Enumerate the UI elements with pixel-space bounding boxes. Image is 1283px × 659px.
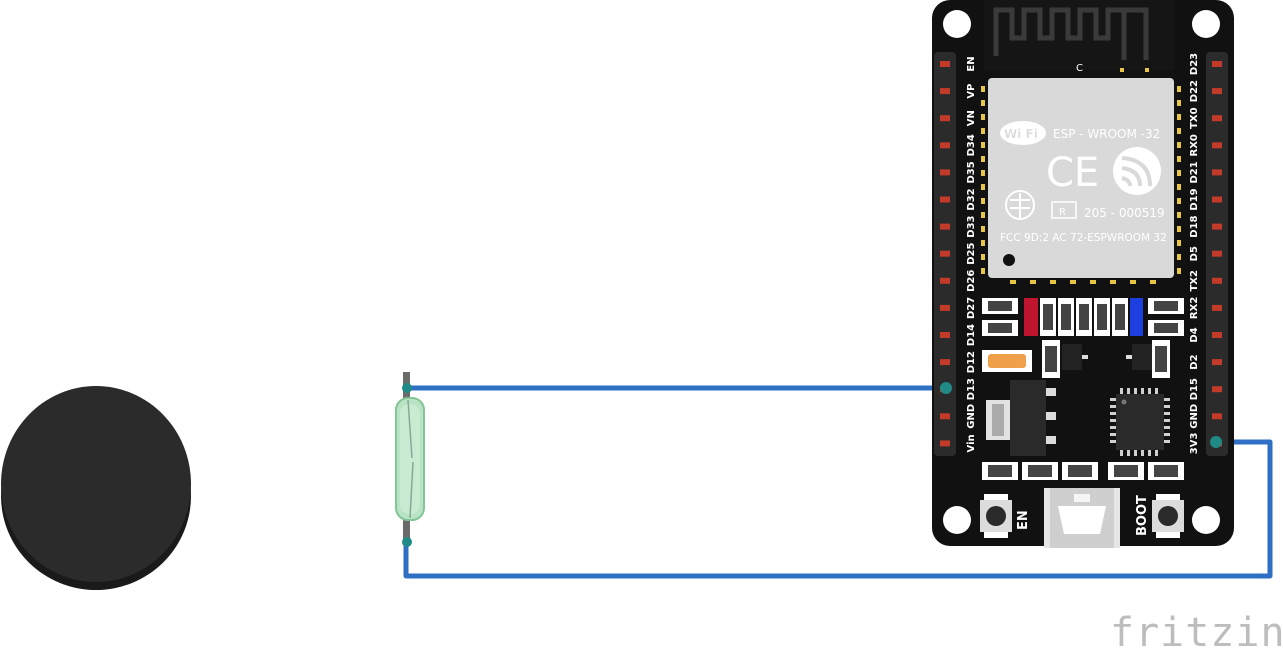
antenna-mark: C (1076, 63, 1083, 74)
fritzing-watermark: fritzing (1110, 610, 1283, 656)
right-pin-d5 (1212, 250, 1222, 257)
left-pin-label: GND (966, 404, 977, 429)
pin1-dot (1003, 254, 1015, 266)
right-pin-d15 (1212, 386, 1222, 393)
right-pin-label: RX2 (1189, 297, 1200, 319)
boot-button-label: BOOT (1135, 495, 1150, 536)
usb-uart-chip (1110, 388, 1170, 456)
cert-logo (1005, 190, 1035, 220)
boot-button[interactable] (1152, 494, 1184, 538)
left-pin-gnd (940, 413, 950, 420)
wires (403, 385, 1273, 579)
right-pin-label: D4 (1189, 327, 1200, 342)
right-pin-d21 (1212, 169, 1222, 176)
mount-hole-tr (1192, 10, 1220, 38)
right-pin-label: D22 (1189, 80, 1200, 102)
right-pin-label: D15 (1189, 378, 1200, 400)
left-pin-label: D27 (966, 297, 977, 319)
left-pin-group: EN VP VN D34 D35 D32 D33 D25 D26 D27 D14 D12 D13 GND V… (940, 56, 977, 452)
left-pin-label: D13 (966, 378, 977, 400)
right-pin-d19 (1212, 196, 1222, 203)
ce-mark: CE (1046, 150, 1099, 196)
left-pin-d27 (940, 304, 950, 311)
left-pin-label: D32 (966, 188, 977, 210)
fcc-text: FCC 9D:2 AC 72-ESPWROOM 32 (1000, 232, 1167, 244)
module-name: ESP - WROOM -32 (1053, 127, 1160, 141)
left-pin-d12 (940, 359, 950, 366)
right-pin-label: TX0 (1189, 107, 1200, 129)
right-pin-gnd (1212, 413, 1222, 420)
esp32-board: C Wi Fi ESP - WROOM -32 CE R 205 - 00051… (932, 0, 1234, 548)
right-pin-label: D21 (1189, 161, 1200, 183)
right-pin-label: 3V3 (1189, 433, 1200, 455)
mount-hole-bl (943, 506, 971, 534)
left-pin-label: D25 (966, 243, 977, 265)
left-pin-vp (940, 88, 950, 95)
left-pin-d26 (940, 277, 950, 284)
cert-r: R (1059, 207, 1066, 218)
mount-hole-br (1192, 506, 1220, 534)
right-pin-label: GND (1189, 404, 1200, 429)
right-pin-tx2 (1212, 277, 1222, 284)
left-pin-vin (940, 440, 950, 447)
left-pin-label: D14 (966, 324, 977, 346)
right-pin-tx0 (1212, 115, 1222, 122)
left-pin-label: D26 (966, 270, 977, 292)
left-pin-label: Vin (966, 434, 977, 452)
module-pads (981, 68, 1181, 284)
en-button-label: EN (1016, 510, 1031, 530)
reed-switch (395, 372, 425, 547)
left-pin-d32 (940, 196, 950, 203)
wifi-logo: Wi Fi (1000, 121, 1046, 145)
antenna-trace (993, 7, 1149, 60)
svg-text:Wi Fi: Wi Fi (1004, 127, 1038, 141)
right-pin-d4 (1212, 332, 1222, 338)
magnet (1, 386, 191, 590)
wire-end-d13 (940, 382, 952, 394)
left-pin-label: VN (966, 110, 977, 126)
micro-usb-port[interactable] (1044, 488, 1120, 548)
left-pin-label: EN (966, 56, 977, 71)
left-pin-d14 (940, 332, 950, 338)
wire-end-3v3 (1210, 436, 1222, 448)
mount-hole-tl (943, 10, 971, 38)
right-pin-label: RX0 (1189, 134, 1200, 156)
left-pin-label: D12 (966, 351, 977, 373)
right-pin-label: D2 (1189, 354, 1200, 369)
left-pin-vn (940, 115, 950, 122)
left-pin-label: VP (966, 84, 977, 99)
right-pin-group: D23 D22 TX0 RX0 D21 D19 D18 D5 TX2 RX2 D4 D2 D15 GND 3… (1189, 53, 1222, 454)
left-pin-en (940, 61, 950, 67)
left-pin-label: D35 (966, 161, 977, 183)
right-pin-label: D19 (1189, 188, 1200, 210)
espressif-logo (1113, 147, 1161, 195)
right-pin-label: TX2 (1189, 270, 1200, 292)
left-pin-d25 (940, 250, 950, 257)
right-pin-d22 (1212, 88, 1222, 95)
left-pin-label: D33 (966, 215, 977, 237)
en-button[interactable] (980, 494, 1012, 538)
wire-bottom (403, 439, 1273, 579)
right-pin-d2 (1212, 359, 1222, 366)
left-pin-d33 (940, 223, 950, 230)
left-pin-d35 (940, 169, 950, 176)
right-pin-d23 (1212, 61, 1222, 67)
right-pin-rx2 (1212, 304, 1222, 311)
cert-number: 205 - 000519 (1084, 206, 1165, 220)
left-pin-d34 (940, 142, 950, 149)
right-pin-label: D18 (1189, 215, 1200, 237)
right-pin-rx0 (1212, 142, 1222, 149)
right-pin-label: D5 (1189, 246, 1200, 261)
right-pin-label: D23 (1189, 53, 1200, 75)
left-pin-label: D34 (966, 134, 977, 156)
right-pin-d18 (1212, 223, 1222, 230)
smd-components (982, 298, 1184, 480)
